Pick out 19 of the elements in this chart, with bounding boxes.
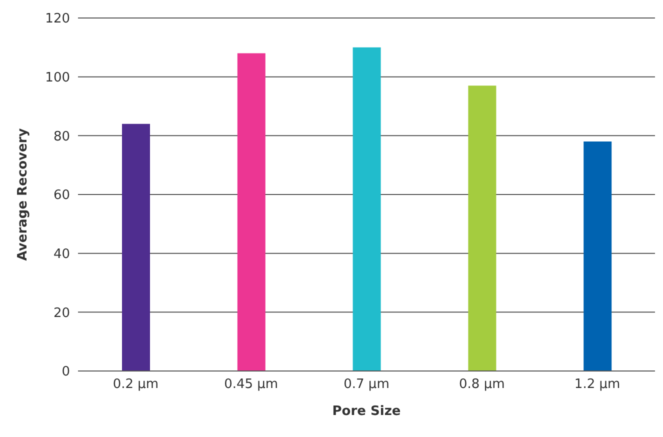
x-tick-label: 0.2 µm: [112, 377, 159, 392]
y-tick-label: 60: [53, 188, 70, 204]
bar: [122, 124, 150, 371]
y-tick-label: 100: [45, 70, 70, 86]
y-tick-label: 120: [45, 12, 70, 27]
bar: [584, 142, 612, 371]
x-tick-label: 0.8 µm: [459, 377, 505, 392]
y-axis-title: Average Recovery: [16, 128, 31, 261]
y-tick-label: 20: [53, 306, 70, 321]
x-tick-label: 0.45 µm: [224, 377, 278, 392]
x-tick-label: 0.7 µm: [344, 377, 390, 392]
bar: [352, 47, 381, 371]
x-axis-title: Pore Size: [332, 404, 401, 419]
bar: [237, 53, 266, 371]
x-tick-label: 1.2 µm: [574, 377, 620, 392]
y-tick-label: 40: [53, 246, 70, 262]
bar: [468, 86, 496, 371]
y-tick-label: 80: [53, 129, 70, 144]
y-tick-label: 0: [62, 364, 70, 380]
